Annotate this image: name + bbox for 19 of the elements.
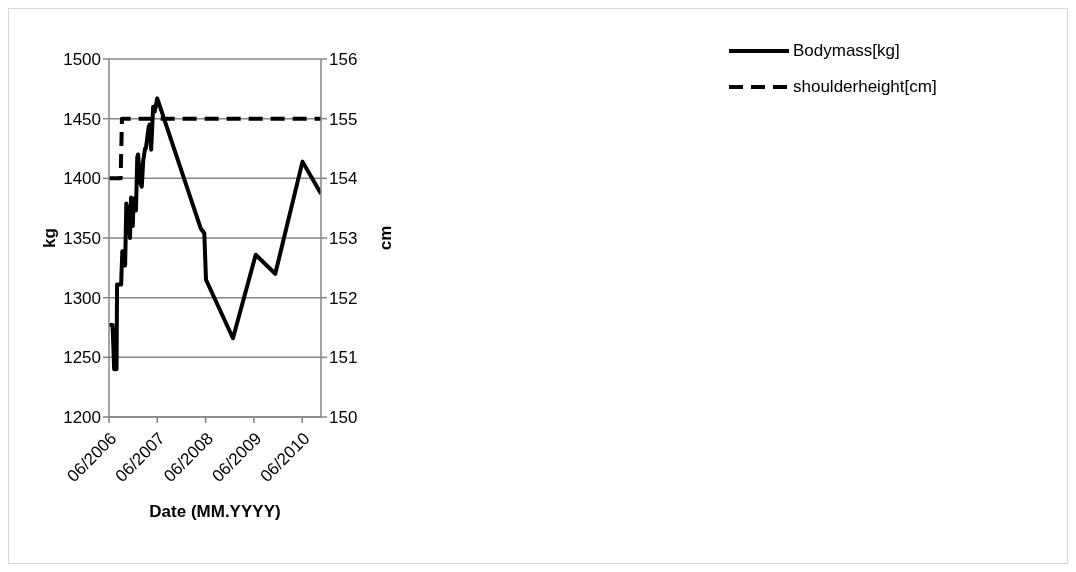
y-tick-label: 1450	[63, 109, 101, 129]
y-tick-label: 1300	[63, 288, 101, 308]
y2-tick-label: 156	[329, 50, 358, 70]
y-tick-label: 1400	[63, 169, 101, 189]
y-tick-label: 1200	[63, 408, 101, 428]
y2-tick-label: 151	[329, 348, 358, 368]
y-tick-label: 1500	[63, 50, 101, 70]
y2-tick-label: 153	[329, 229, 358, 249]
legend-label: Bodymass[kg]	[793, 41, 900, 61]
y2-tick-label: 155	[329, 109, 358, 129]
y2-axis-title: cm	[376, 225, 396, 251]
y2-tick-label: 152	[329, 288, 358, 308]
y-tick-label: 1350	[63, 229, 101, 249]
legend-label: shoulderheight[cm]	[793, 77, 937, 97]
y2-tick-label: 150	[329, 408, 358, 428]
y-tick-label: 1250	[63, 348, 101, 368]
x-axis-title: Date (MM.YYYY)	[149, 502, 281, 521]
y-axis-title: kg	[40, 228, 60, 248]
y2-tick-label: 154	[329, 169, 358, 189]
